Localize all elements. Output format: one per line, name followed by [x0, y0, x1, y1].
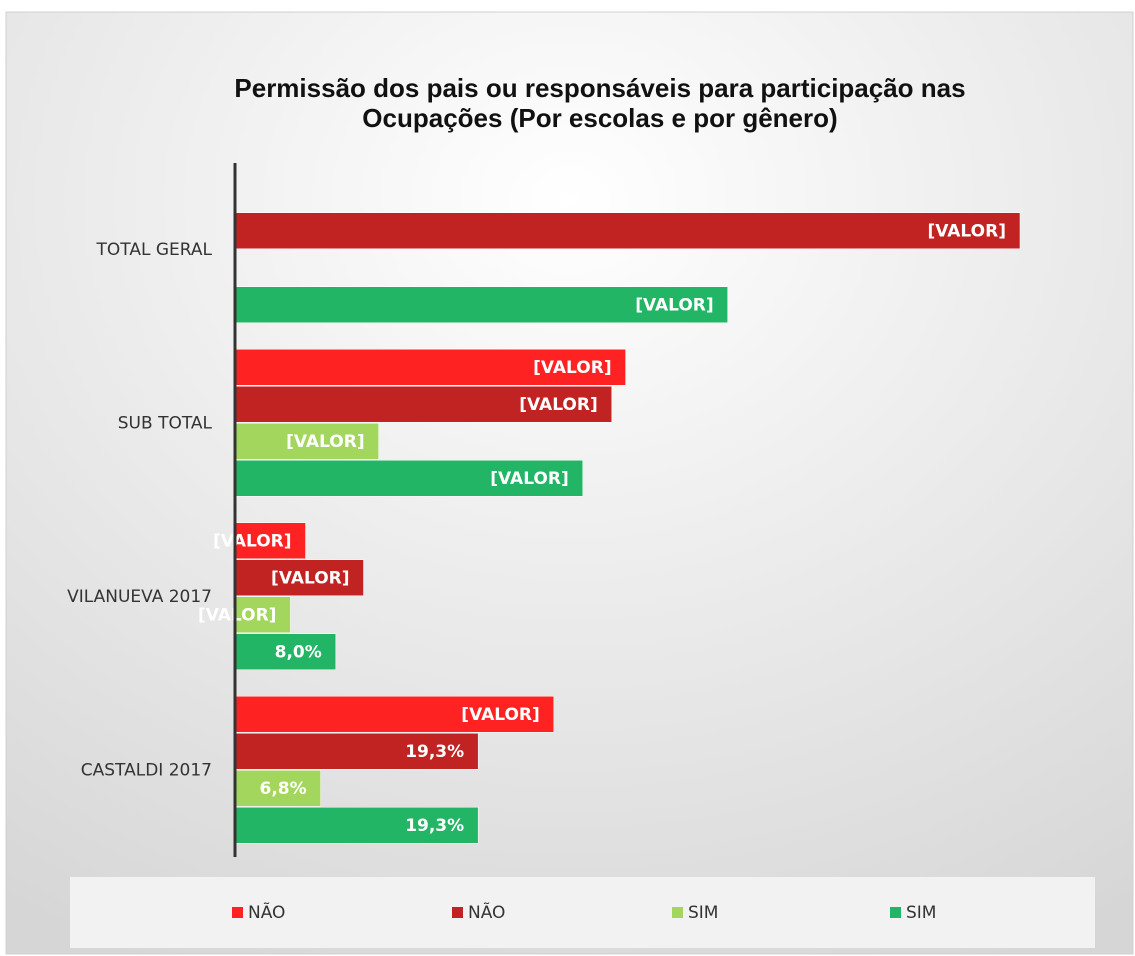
y-tick-label: CASTALDI 2017	[81, 760, 212, 780]
data-label: [VALOR]	[928, 221, 1006, 241]
bar	[234, 460, 584, 497]
legend-box	[70, 877, 1095, 948]
y-tick-label: TOTAL GERAL	[96, 240, 213, 260]
bar	[234, 522, 306, 559]
bar	[234, 733, 479, 770]
bar	[234, 349, 626, 386]
data-label: [VALOR]	[213, 531, 291, 551]
bar	[234, 770, 321, 807]
data-label: [VALOR]	[519, 395, 597, 415]
bar	[234, 696, 555, 733]
legend-swatch	[890, 907, 901, 918]
legend-label: NÃO	[468, 901, 505, 923]
chart-title: Permissão dos pais ou responsáveis para …	[234, 73, 965, 103]
legend-swatch	[452, 907, 463, 918]
y-tick-label: VILANUEVA 2017	[67, 587, 212, 607]
bar	[234, 212, 1021, 249]
bar	[234, 386, 612, 423]
legend-swatch	[672, 907, 683, 918]
data-label: 19,3%	[405, 816, 464, 836]
data-label: [VALOR]	[635, 295, 713, 315]
data-label: [VALOR]	[286, 432, 364, 452]
data-label: [VALOR]	[271, 568, 349, 588]
data-label: [VALOR]	[490, 469, 568, 489]
data-label: [VALOR]	[198, 605, 276, 625]
data-label: [VALOR]	[461, 705, 539, 725]
legend-swatch	[232, 907, 243, 918]
y-tick-label: SUB TOTAL	[118, 413, 213, 433]
bar	[234, 286, 728, 323]
data-label: 19,3%	[405, 742, 464, 762]
data-label: 6,8%	[260, 779, 307, 799]
bar	[234, 559, 364, 596]
chart-title: Ocupações (Por escolas e por gênero)	[362, 103, 837, 133]
legend-label: NÃO	[248, 901, 285, 923]
data-label: 8,0%	[275, 642, 322, 662]
bar	[234, 807, 479, 844]
legend-label: SIM	[906, 903, 936, 923]
data-label: [VALOR]	[533, 358, 611, 378]
legend-label: SIM	[688, 903, 718, 923]
bar	[234, 423, 379, 460]
